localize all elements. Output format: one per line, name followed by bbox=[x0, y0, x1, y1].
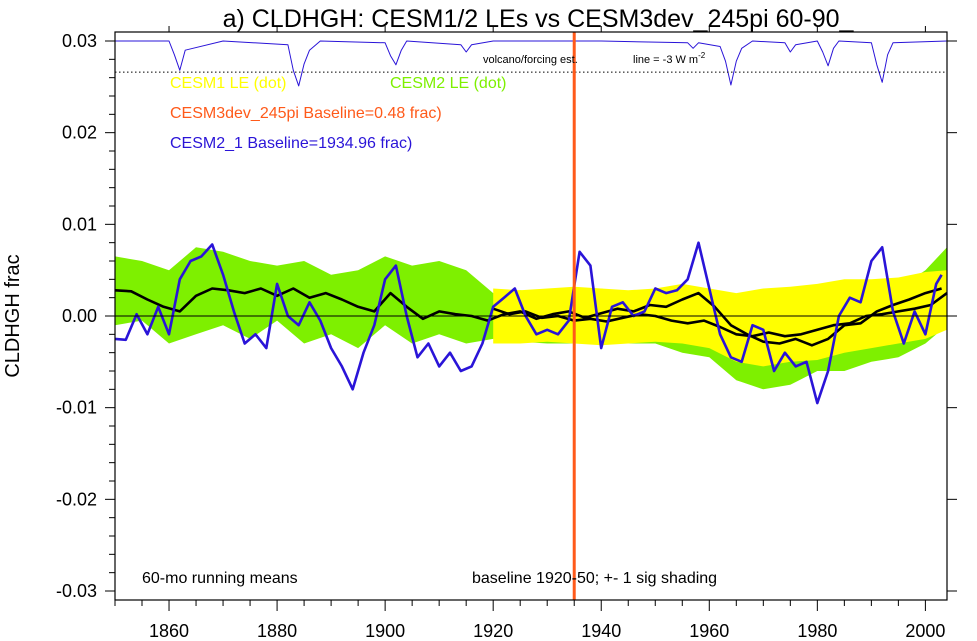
y-tick-label: 0.01 bbox=[62, 214, 97, 234]
legend-cesm2-1: CESM2_1 Baseline=1934.96 frac) bbox=[170, 135, 412, 152]
axis-ticks bbox=[105, 26, 957, 611]
forcing-line-note: line = -3 W m-2 bbox=[633, 51, 706, 66]
y-tick-label: 0.03 bbox=[62, 31, 97, 51]
y-tick-label: -0.01 bbox=[56, 398, 97, 418]
y-tick-label: -0.02 bbox=[56, 489, 97, 509]
x-tick-label: 1960 bbox=[689, 621, 729, 641]
baseline-note: baseline 1920-50; +- 1 sig shading bbox=[472, 570, 717, 587]
y-axis-label: CLDHGH frac bbox=[2, 254, 24, 377]
legend-cesm1: CESM1 LE (dot) bbox=[170, 75, 286, 92]
volcano-forcing-est-line bbox=[115, 40, 948, 87]
legend-cesm2: CESM2 LE (dot) bbox=[390, 75, 506, 92]
y-tick-label: 0.00 bbox=[62, 306, 97, 326]
y-tick-label: 0.02 bbox=[62, 123, 97, 143]
cesm2-le-mean-line bbox=[114, 287, 942, 347]
series-lines bbox=[114, 40, 948, 405]
x-tick-label: 1980 bbox=[797, 621, 837, 641]
x-tick-labels: 1860 1880 1900 1920 1940 1960 1980 2000 bbox=[149, 621, 945, 641]
shading-bands bbox=[115, 247, 947, 390]
x-tick-label: 1900 bbox=[365, 621, 405, 641]
x-tick-label: 1940 bbox=[581, 621, 621, 641]
forcing-line-note-sup: -2 bbox=[698, 51, 706, 60]
legend-cesm3dev: CESM3dev_245pi Baseline=0.48 frac) bbox=[170, 105, 442, 122]
y-tick-labels: -0.03 -0.02 -0.01 0.00 0.01 0.02 0.03 bbox=[56, 31, 97, 601]
forcing-line-note-text: line = -3 W m bbox=[633, 54, 698, 66]
volcano-label: volcano/forcing est. bbox=[483, 54, 578, 66]
x-tick-label: 1920 bbox=[473, 621, 513, 641]
x-tick-label: 2000 bbox=[905, 621, 945, 641]
x-tick-label: 1860 bbox=[149, 621, 189, 641]
cesm2-1-line bbox=[114, 241, 943, 405]
chart-title: a) CLDHGH: CESM1/2 LEs vs CESM3dev_245pi… bbox=[223, 5, 855, 33]
running-means-note: 60-mo running means bbox=[142, 570, 298, 587]
reference-lines bbox=[115, 32, 947, 600]
y-tick-label: -0.03 bbox=[56, 581, 97, 601]
x-tick-label: 1880 bbox=[257, 621, 297, 641]
